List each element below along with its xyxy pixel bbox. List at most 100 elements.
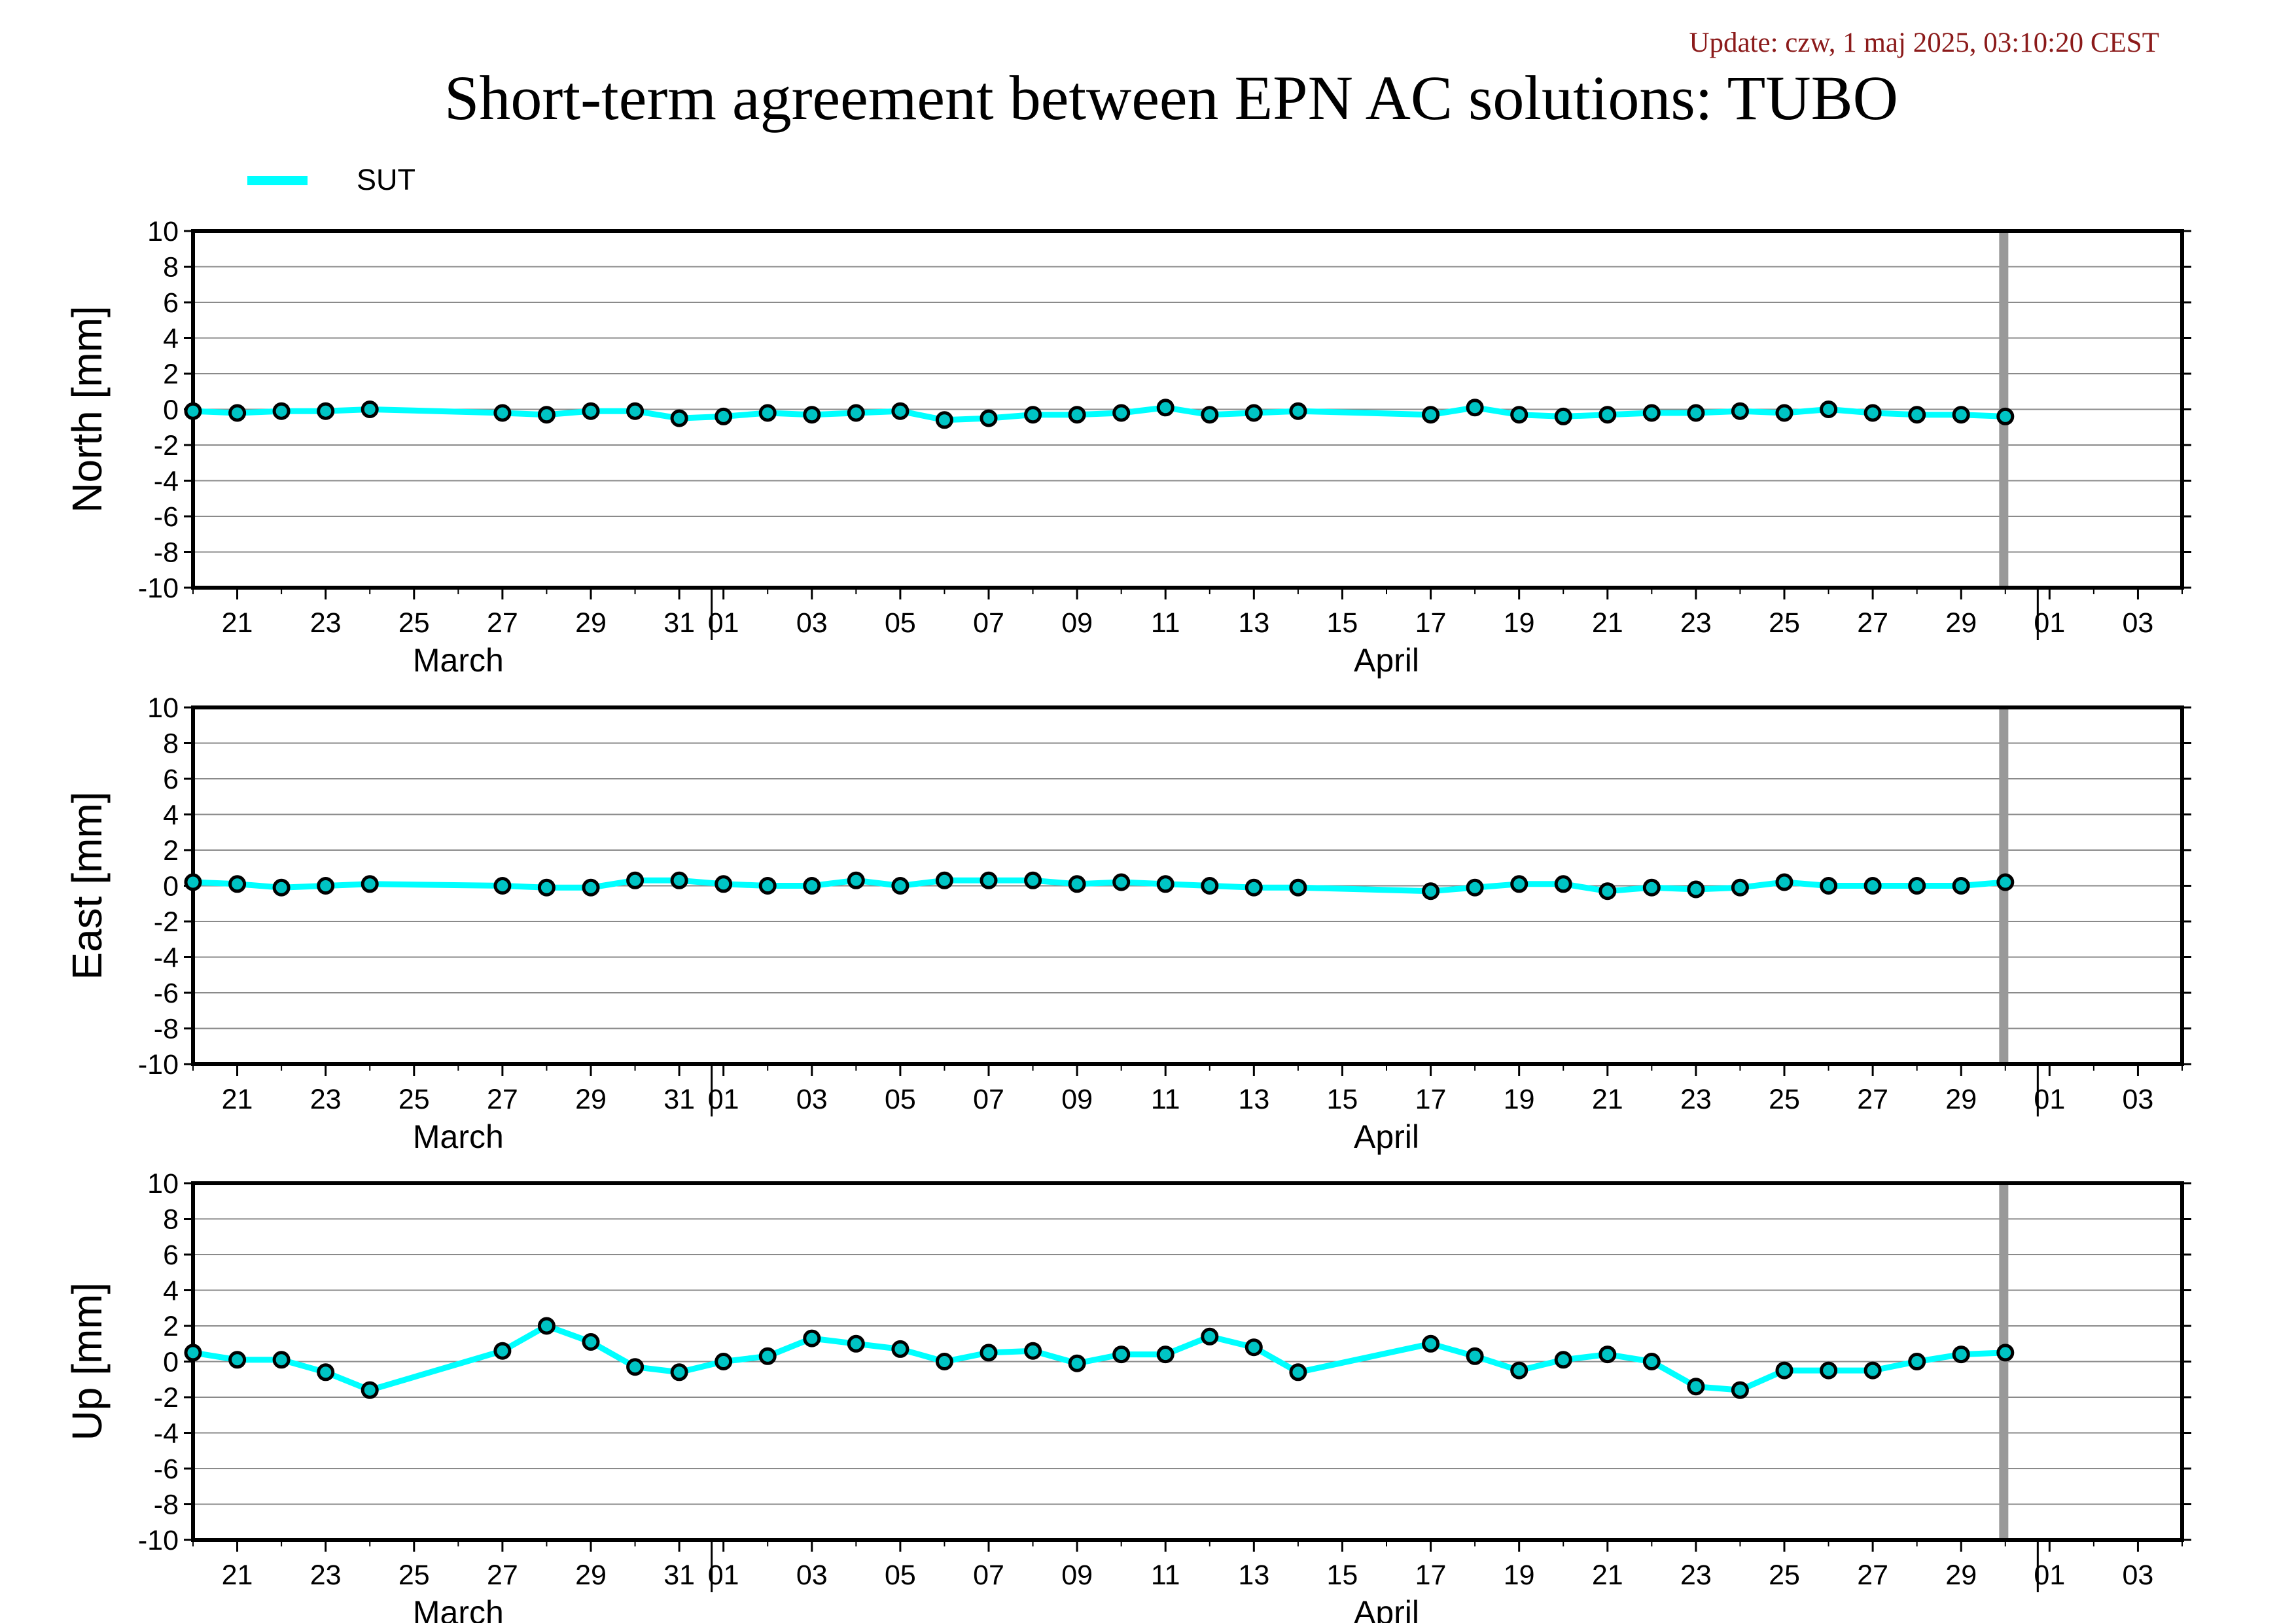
- x-tick-label: 17: [1415, 607, 1447, 639]
- data-point: [847, 871, 865, 889]
- data-point: [803, 1329, 821, 1347]
- data-point: [1775, 873, 1793, 891]
- plot-frame: [191, 1181, 2184, 1542]
- y-tick-label: -2: [154, 1382, 179, 1414]
- x-tick-label: 23: [1680, 1084, 1712, 1115]
- y-tick-label: 4: [163, 1275, 179, 1307]
- month-label: April: [1354, 1118, 1419, 1155]
- data-point: [582, 878, 600, 897]
- y-tick-label: -6: [154, 1454, 179, 1485]
- x-tick-label: 07: [973, 1560, 1004, 1591]
- data-point: [582, 1333, 600, 1351]
- data-point: [935, 871, 953, 889]
- x-tick-label: 05: [885, 607, 916, 639]
- x-tick-label: 21: [222, 1560, 253, 1591]
- data-point: [361, 1381, 379, 1399]
- x-tick-label: 29: [1945, 1084, 1977, 1115]
- update-timestamp: Update: czw, 1 maj 2025, 03:10:20 CEST: [1689, 27, 2159, 58]
- data-point: [803, 877, 821, 895]
- x-tick-label: 25: [1769, 1084, 1800, 1115]
- data-point: [1731, 402, 1749, 420]
- x-tick-label: 29: [1945, 607, 1977, 639]
- data-point: [1952, 1346, 1970, 1364]
- data-point: [1598, 406, 1617, 424]
- x-tick-label: 21: [1592, 1560, 1623, 1591]
- data-point: [980, 871, 998, 889]
- data-point: [1245, 878, 1263, 897]
- data-point: [1156, 1346, 1174, 1364]
- x-tick-label: 27: [1857, 1560, 1888, 1591]
- y-tick-label: -10: [138, 573, 179, 604]
- data-point: [1908, 406, 1926, 424]
- x-tick-label: 27: [1857, 1084, 1888, 1115]
- y-tick-label: 0: [163, 871, 179, 902]
- data-point: [1775, 1361, 1793, 1380]
- x-tick-label: 13: [1238, 1084, 1269, 1115]
- data-point: [537, 878, 556, 897]
- y-tick-label: 8: [163, 1204, 179, 1236]
- x-tick-label: 23: [1680, 607, 1712, 639]
- x-tick-label: 27: [487, 1560, 518, 1591]
- x-tick-label: 15: [1327, 1084, 1358, 1115]
- data-point: [1466, 399, 1484, 417]
- data-point: [1112, 404, 1131, 422]
- x-tick-label: 11: [1151, 1560, 1180, 1591]
- x-tick-label: 01: [708, 607, 739, 639]
- data-point: [1201, 877, 1219, 895]
- y-tick-label: 10: [147, 216, 179, 247]
- x-tick-label: 19: [1504, 1084, 1535, 1115]
- x-tick-label: 29: [575, 1084, 607, 1115]
- data-point: [1289, 402, 1307, 420]
- x-tick-label: 25: [1769, 1560, 1800, 1591]
- panel-1: 10 8 6 4 2 0 -2 -4 -6 -8 -10 21 23 25 27 29 31 01 03 05 07 09…: [63, 216, 2191, 679]
- x-tick-label: 11: [1151, 607, 1180, 639]
- panel-2: 10 8 6 4 2 0 -2 -4 -6 -8 -10 21 23 25 27 29 31 01 03 05 07 09…: [63, 692, 2191, 1155]
- y-tick-label: -4: [154, 466, 179, 497]
- y-tick-label: -8: [154, 537, 179, 569]
- panel-3: 10 8 6 4 2 0 -2 -4 -6 -8 -10 21 23 25 27 29 31 01 03 05 07 09…: [63, 1168, 2191, 1623]
- data-point: [1245, 1338, 1263, 1357]
- data-point: [361, 875, 379, 893]
- x-tick-label: 23: [310, 1560, 342, 1591]
- data-point: [803, 406, 821, 424]
- x-tick-label: 17: [1415, 1560, 1447, 1591]
- x-tick-label: 25: [398, 607, 430, 639]
- data-point: [1996, 873, 2015, 891]
- x-tick-label: 03: [796, 1084, 828, 1115]
- legend-label: SUT: [357, 163, 415, 196]
- data-point: [493, 1342, 512, 1360]
- data-point: [1245, 404, 1263, 422]
- data-point: [1068, 875, 1086, 893]
- data-point: [1112, 1346, 1131, 1364]
- y-tick-label: -4: [154, 942, 179, 974]
- data-point: [715, 407, 733, 425]
- y-tick-label: 10: [147, 1168, 179, 1200]
- x-tick-label: 29: [1945, 1560, 1977, 1591]
- y-tick-label: 2: [163, 835, 179, 866]
- month-label: March: [413, 642, 504, 679]
- data-point: [582, 402, 600, 420]
- y-tick-label: -10: [138, 1525, 179, 1556]
- month-label: April: [1354, 1594, 1419, 1623]
- data-point: [758, 1347, 777, 1365]
- data-point: [228, 875, 247, 893]
- x-tick-label: 25: [1769, 607, 1800, 639]
- x-tick-label: 21: [222, 1084, 253, 1115]
- data-point: [758, 877, 777, 895]
- x-tick-label: 23: [1680, 1560, 1712, 1591]
- x-tick-label: 19: [1504, 607, 1535, 639]
- y-tick-label: 8: [163, 252, 179, 283]
- x-tick-label: 31: [663, 607, 695, 639]
- data-point: [1466, 1347, 1484, 1365]
- x-tick-label: 23: [310, 607, 342, 639]
- data-point: [1642, 878, 1661, 897]
- y-tick-label: 10: [147, 692, 179, 724]
- data-point: [980, 1344, 998, 1362]
- y-tick-label: 6: [163, 1240, 179, 1271]
- data-point: [1863, 1361, 1882, 1380]
- data-point: [184, 402, 202, 420]
- y-tick-label: 4: [163, 800, 179, 831]
- data-point: [1201, 406, 1219, 424]
- gap-marker: [1999, 1183, 2009, 1540]
- y-tick-label: 2: [163, 359, 179, 390]
